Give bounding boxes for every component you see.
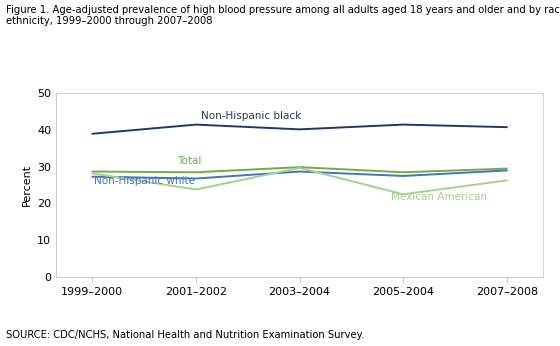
- Text: SOURCE: CDC/NCHS, National Health and Nutrition Examination Survey.: SOURCE: CDC/NCHS, National Health and Nu…: [6, 330, 364, 340]
- Text: Total: Total: [178, 156, 202, 166]
- Text: Non-Hispanic black: Non-Hispanic black: [201, 111, 301, 121]
- Text: ethnicity, 1999–2000 through 2007–2008: ethnicity, 1999–2000 through 2007–2008: [6, 16, 212, 26]
- Y-axis label: Percent: Percent: [21, 164, 31, 206]
- Text: Figure 1. Age-adjusted prevalence of high blood pressure among all adults aged 1: Figure 1. Age-adjusted prevalence of hig…: [6, 5, 560, 15]
- Text: Non-Hispanic white: Non-Hispanic white: [94, 176, 195, 186]
- Text: Mexican American: Mexican American: [391, 192, 487, 202]
